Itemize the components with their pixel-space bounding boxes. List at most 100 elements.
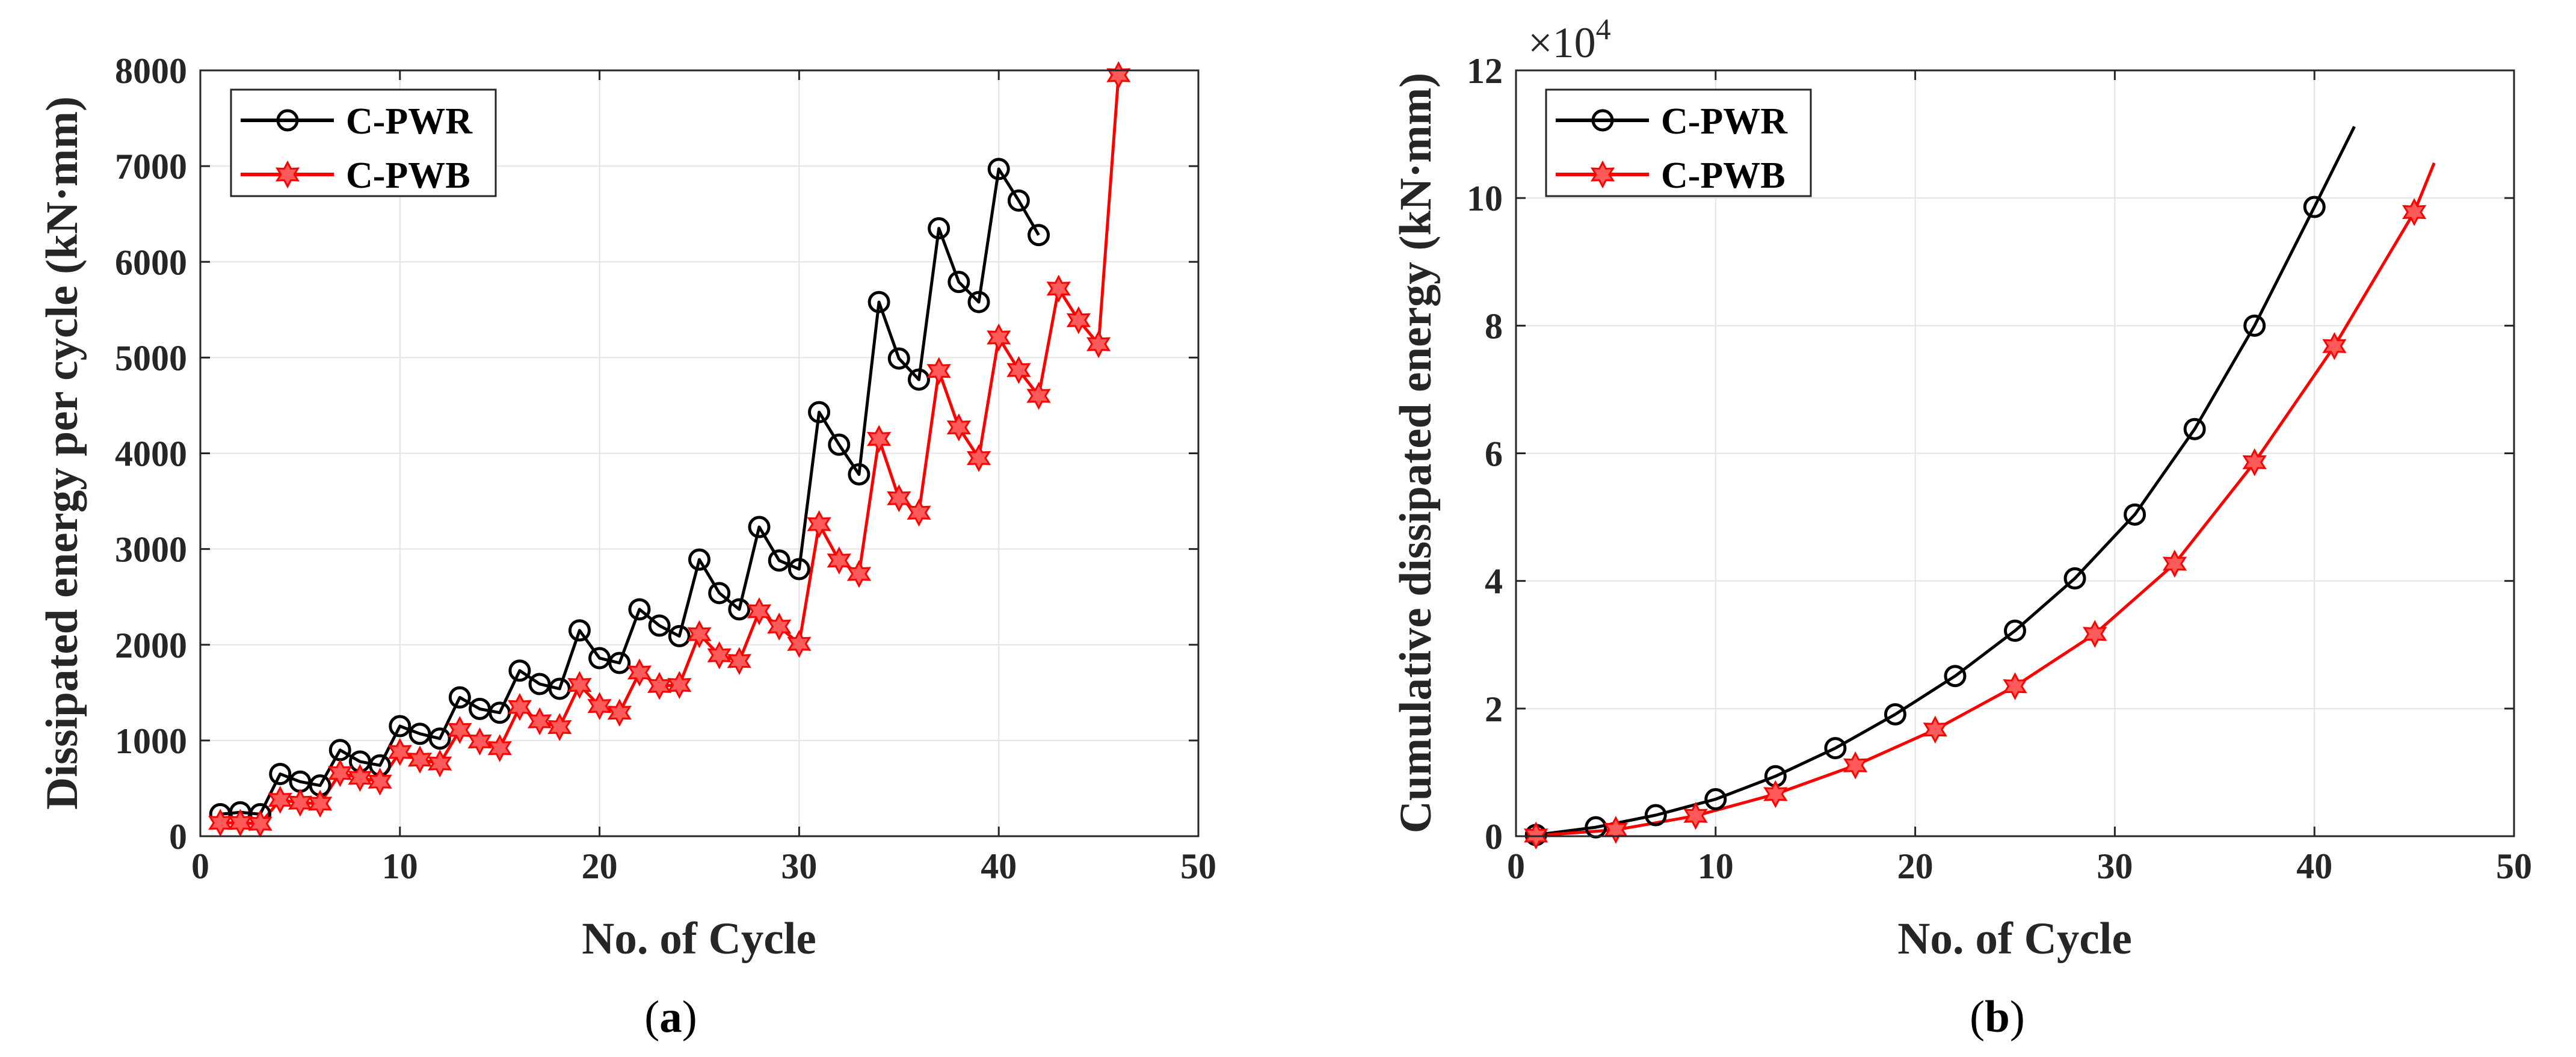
data-point-c-pwb <box>727 647 751 676</box>
data-point-c-pwb <box>846 559 872 588</box>
data-point-c-pwr <box>1704 787 1727 810</box>
y-multiplier-base-b: ×10 <box>1528 19 1596 67</box>
data-point-c-pwb <box>607 698 632 727</box>
data-point-c-pwb <box>687 620 712 649</box>
x-tick-labels-a: 0 10 20 30 40 50 <box>191 846 1216 886</box>
legend-label-cpwb-b: C-PWB <box>1661 155 1786 196</box>
x-tick-label: 0 <box>191 846 209 886</box>
data-point-c-pwb <box>1066 306 1091 334</box>
data-point-c-pwr <box>787 558 810 581</box>
data-point-c-pwr <box>987 158 1010 180</box>
data-point-c-pwr <box>688 548 710 571</box>
data-point-c-pwr <box>907 368 930 391</box>
series-markers-b <box>1524 196 2427 850</box>
y-tick-label: 0 <box>1485 817 1503 857</box>
tick-marks-b <box>1515 69 2515 837</box>
legend-a: C-PWR C-PWB <box>230 88 497 197</box>
data-point-c-pwb <box>328 759 353 787</box>
data-point-c-pwb <box>587 692 612 720</box>
data-point-c-pwb <box>387 738 412 766</box>
data-point-c-pwb <box>448 716 472 744</box>
x-axis-label-b: No. of Cycle <box>1897 914 2131 964</box>
data-point-c-pwb <box>348 763 372 792</box>
y-tick-label: 7000 <box>115 147 187 186</box>
legend-marker-cpwr-b <box>1591 109 1614 132</box>
data-point-c-pwb <box>2003 672 2027 700</box>
y-tick-label: 5000 <box>115 338 187 378</box>
data-point-c-pwb <box>827 546 851 575</box>
data-point-c-pwb <box>527 707 552 736</box>
data-point-c-pwb <box>407 745 433 774</box>
series-line-c-pwb <box>220 75 1120 825</box>
y-tick-label: 4 <box>1485 562 1503 602</box>
data-point-c-pwb <box>2083 620 2107 648</box>
data-point-c-pwr <box>808 401 831 424</box>
y-tick-labels-b: 0 2 4 6 8 10 12 <box>1467 51 1503 857</box>
data-point-c-pwr <box>648 614 671 637</box>
legend-label-cpwb-a: C-PWB <box>346 155 470 196</box>
y-tick-label: 1000 <box>115 721 187 761</box>
data-point-c-pwb <box>767 612 792 641</box>
data-point-c-pwb <box>2402 198 2427 226</box>
data-point-c-pwr <box>608 652 631 674</box>
x-tick-label: 30 <box>2097 846 2133 886</box>
legend-box-a <box>230 88 497 197</box>
data-point-c-pwb <box>1763 780 1788 809</box>
data-point-c-pwr <box>2183 418 2206 440</box>
series-lines-a <box>220 75 1120 825</box>
data-point-c-pwr <box>2004 619 2026 642</box>
data-point-c-pwb <box>288 789 312 817</box>
x-axis-label-a: No. of Cycle <box>582 914 816 964</box>
data-point-c-pwr <box>2063 567 2086 590</box>
legend-marker-cpwr-a <box>276 109 299 132</box>
data-point-c-pwr <box>967 291 990 313</box>
data-point-c-pwr <box>528 673 551 695</box>
data-point-c-pwb <box>268 786 292 814</box>
data-point-c-pwb <box>907 498 931 527</box>
data-point-c-pwb <box>867 425 892 453</box>
data-point-c-pwr <box>948 271 970 294</box>
x-tick-label: 20 <box>1897 846 1934 886</box>
data-point-c-pwr <box>2243 314 2266 337</box>
data-point-c-pwb <box>887 484 911 513</box>
data-point-c-pwb <box>926 357 951 385</box>
data-point-c-pwb <box>228 809 253 837</box>
data-point-c-pwb <box>747 597 772 626</box>
data-point-c-pwb <box>2322 332 2347 360</box>
data-point-c-pwr <box>887 347 910 370</box>
data-point-c-pwr <box>2303 196 2326 218</box>
legend-marker-cpwb-b <box>1590 160 1615 189</box>
x-tick-label: 10 <box>1698 846 1734 886</box>
data-point-c-pwb <box>1843 751 1868 780</box>
data-point-c-pwr <box>1028 224 1050 247</box>
data-point-c-pwb <box>707 641 732 670</box>
data-point-c-pwr <box>1644 804 1667 827</box>
data-point-c-pwr <box>548 677 571 700</box>
y-multiplier-exp-b: 4 <box>1596 12 1611 46</box>
y-tick-labels-a: 0 1000 2000 3000 4000 5000 6000 7000 8000 <box>115 51 187 857</box>
data-point-c-pwb <box>467 727 492 756</box>
data-point-c-pwb <box>2242 448 2267 476</box>
panel-label-b: (b) <box>1970 992 2025 1042</box>
x-tick-label: 50 <box>2496 846 2532 886</box>
data-point-c-pwr <box>848 463 870 486</box>
data-point-c-pwb <box>987 323 1011 352</box>
data-point-c-pwb <box>427 749 452 778</box>
data-point-c-pwb <box>1683 801 1708 830</box>
y-tick-label: 8 <box>1485 306 1503 346</box>
tick-marks-a <box>199 69 1200 837</box>
data-point-c-pwr <box>588 647 611 670</box>
series-line-c-pwr <box>1535 126 2356 837</box>
y-multiplier-b: ×104 <box>1528 12 1611 67</box>
data-point-c-pwr <box>928 217 951 240</box>
panel-label-a: (a) <box>644 992 697 1042</box>
panel-letter-a: a <box>659 992 682 1042</box>
data-point-c-pwr <box>448 686 471 709</box>
data-point-c-pwr <box>389 715 411 738</box>
data-point-c-pwr <box>1884 703 1906 726</box>
legend-box-b <box>1545 88 1812 197</box>
series-markers-a <box>208 61 1131 838</box>
data-point-c-pwr <box>828 433 851 456</box>
